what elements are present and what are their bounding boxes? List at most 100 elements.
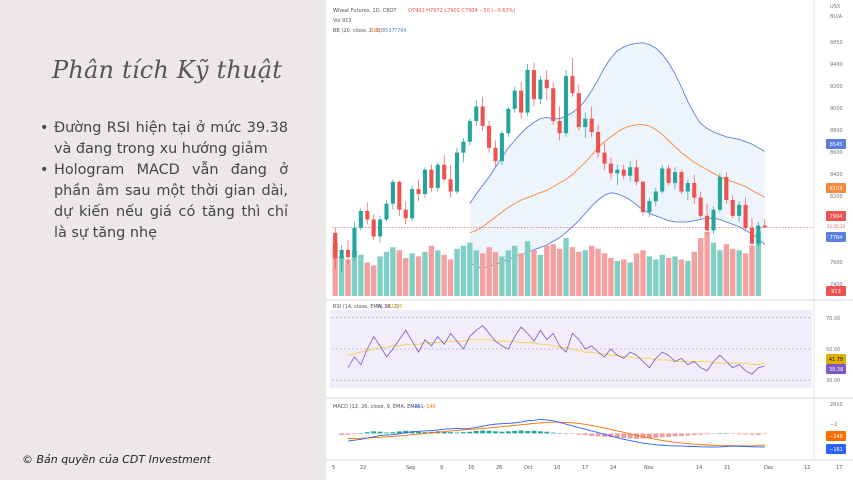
price-tick-label: 8200 <box>830 194 843 200</box>
candle <box>737 201 742 222</box>
volume-bar <box>563 238 569 296</box>
candle <box>442 155 447 182</box>
macd-histogram-bar <box>454 432 460 434</box>
macd-histogram-bar <box>679 433 684 436</box>
candle <box>628 161 633 182</box>
bollinger-bands <box>332 42 814 269</box>
candle <box>448 164 453 198</box>
volume-bar <box>441 254 447 296</box>
macd-histogram-bar <box>364 432 370 434</box>
slide-text-panel: Phân tích Kỹ thuật Đường RSI hiện tại ở … <box>0 0 326 480</box>
symbol-header: Wheat Futures, 1D, CBOT <box>333 8 397 14</box>
volume-bar <box>627 262 633 296</box>
time-tick-label: 9 <box>440 465 443 471</box>
candle <box>557 106 562 141</box>
macd-histogram-bar <box>602 433 607 437</box>
time-tick-label: 5 <box>332 465 335 471</box>
chart-screenshot: Wheat Futures, 1D, CBOT O7902 H7972 L790… <box>326 0 853 480</box>
macd-histogram-bar <box>557 433 563 434</box>
candle <box>538 76 543 105</box>
volume-bar <box>370 265 377 296</box>
volume-bar <box>435 250 441 296</box>
macd-histogram-bar <box>743 433 748 435</box>
volume-bar <box>621 259 627 296</box>
macd-histogram-bar <box>544 431 550 434</box>
macd-histogram-bar <box>698 433 704 435</box>
macd-histogram-bar <box>409 431 415 434</box>
time-tick-label: 24 <box>610 465 616 471</box>
macd-histogram-bar <box>711 433 716 434</box>
volume-bar <box>665 257 672 296</box>
price-tick-label: 9000 <box>830 106 843 112</box>
macd-histogram-bar <box>390 432 396 434</box>
volume-bar <box>723 244 730 296</box>
macd-histogram-bar <box>345 433 351 435</box>
macd-histogram-bar <box>595 433 601 437</box>
volume-bar <box>454 248 460 296</box>
candle <box>499 130 504 165</box>
rsi-ma-line <box>347 339 765 366</box>
macd-histogram-bar <box>723 433 729 434</box>
volume-bar <box>742 253 749 296</box>
macd-histogram-bar <box>685 433 691 436</box>
svg-text:7904: 7904 <box>830 214 843 220</box>
time-tick-label: 22 <box>360 465 366 471</box>
candle <box>640 180 646 216</box>
candle <box>358 208 363 231</box>
svg-text:7764: 7764 <box>830 235 843 241</box>
macd-histogram-bar <box>396 431 402 434</box>
bb-basis-value: 8153 <box>370 28 383 34</box>
macd-histogram-bar <box>499 431 505 434</box>
ohlc-header: O7902 H7972 L7902 C7904 −50 (−0.63%) <box>408 8 515 14</box>
macd-histogram-bar <box>570 433 575 434</box>
volume-bar <box>524 241 531 296</box>
svg-text:39.38: 39.38 <box>829 367 843 373</box>
price-tick-label: BU/A <box>830 14 843 20</box>
candle <box>525 63 530 117</box>
candles <box>333 57 767 272</box>
volume-bar <box>479 253 486 296</box>
candle <box>480 96 485 131</box>
macd-histogram-bar <box>691 433 697 436</box>
candle <box>352 221 357 261</box>
volume-bar <box>460 245 467 296</box>
candle <box>685 179 690 201</box>
candle <box>583 112 588 139</box>
volume-bar <box>659 254 665 296</box>
volume-bar <box>383 251 390 296</box>
volume-bar <box>537 254 544 296</box>
upper-band-badge: 8545 <box>826 139 846 149</box>
candle <box>435 162 440 192</box>
macd-header: MACD (12, 26, close, 9, EMA, EMA) <box>333 404 420 410</box>
candle <box>365 202 370 225</box>
macd-histogram-bar <box>589 433 595 436</box>
macd-histogram-bar <box>608 433 614 438</box>
candle <box>749 218 755 247</box>
volume-bar <box>717 250 723 296</box>
time-tick-label: Oct <box>524 465 533 471</box>
volume-bar <box>544 245 550 296</box>
macd-header-value: −161 <box>410 404 424 410</box>
candle <box>493 140 498 168</box>
trading-chart: Wheat Futures, 1D, CBOT O7902 H7972 L790… <box>326 0 853 480</box>
rsi-level-label: 70.00 <box>826 316 840 322</box>
bb-upper-line <box>469 42 766 204</box>
macd-histogram-bar <box>467 431 473 434</box>
macd-histogram-bar <box>755 433 761 435</box>
slide-title: Phân tích Kỹ thuật <box>52 56 283 84</box>
candle <box>397 180 402 216</box>
volume-bar <box>556 248 563 296</box>
volume-bar <box>396 250 403 296</box>
macd-histogram-bar <box>339 433 345 436</box>
volume-bar <box>646 256 653 296</box>
volume-bar <box>595 248 601 296</box>
copyright-notice: © Bản quyền của CDT Investment <box>22 453 211 466</box>
volume-bar <box>749 245 755 296</box>
macd-histogram-bar <box>537 431 543 434</box>
macd-histogram-bar <box>531 430 537 434</box>
candle <box>467 118 472 146</box>
bb-basis-line <box>469 124 765 234</box>
macd-histogram-bar <box>512 430 518 434</box>
time-tick-label: Dec <box>764 465 774 471</box>
rsi-badge: 39.38 <box>826 364 846 374</box>
